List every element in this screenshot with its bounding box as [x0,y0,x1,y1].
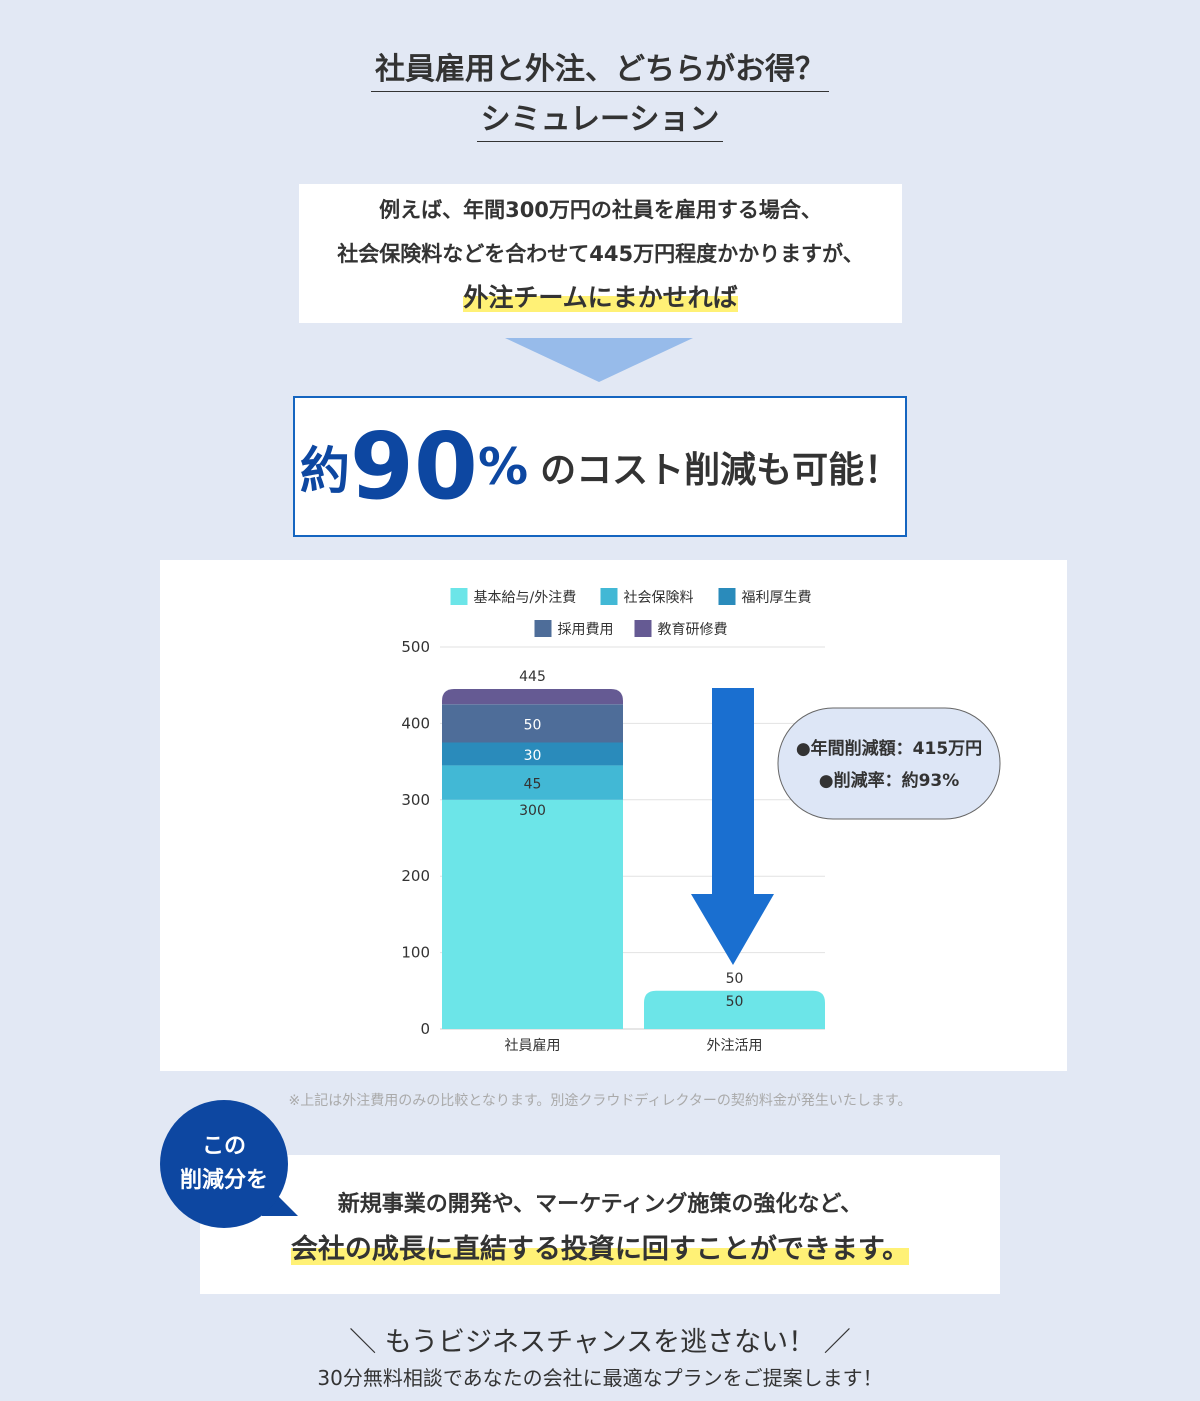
page-title: 社員雇用と外注、どちらがお得？ [0,44,1200,92]
callout-line: ●削減率：約93% [819,770,960,791]
x-tick-label: 外注活用 [707,1038,763,1054]
y-tick-label: 200 [401,867,430,885]
total-label: 445 [519,669,546,685]
badge-line: この [201,1134,246,1159]
result-number: 90 [349,412,478,520]
intro-highlight: 外注チームにまかせれば [463,283,738,312]
result-prefix: 約 [299,441,350,500]
bar-segment [442,704,623,743]
data-label: 50 [726,994,744,1010]
bar-segment [442,799,623,1029]
legend-swatch [718,588,736,605]
y-tick-label: 500 [401,638,430,656]
message-box: 新規事業の開発や、マーケティング施策の強化など、 会社の成長に直結する投資に回す… [200,1155,1000,1294]
intro-box: 例えば、年間300万円の社員を雇用する場合、 社会保険料などを合わせて445万円… [299,184,902,323]
legend-label: 社会保険料 [624,590,694,606]
y-tick-label: 0 [420,1020,430,1038]
total-label: 50 [726,971,744,987]
cta-headline: ＼ もうビジネスチャンスを逃さない！ ／ [349,1327,851,1358]
footnote: ※上記は外注費用のみの比較となります。別途クラウドディレクターの契約料金が発生い… [288,1093,912,1109]
down-triangle-icon [505,338,693,382]
legend-label: 採用費用 [558,622,614,638]
legend-label: 福利厚生費 [742,590,812,606]
message-line: 新規事業の開発や、マーケティング施策の強化など、 [337,1192,863,1217]
legend-label: 基本給与/外注費 [474,589,577,606]
legend-swatch [450,588,468,605]
legend-swatch [534,620,552,637]
legend-swatch [600,588,618,605]
cta-subtext: 30分無料相談であなたの会社に最適なプランをご提案します！ [317,1366,883,1390]
data-label: 30 [524,748,542,764]
callout-bubble [777,707,1001,820]
callout-line: ●年間削減額：415万円 [796,738,982,759]
down-arrow-icon [691,688,774,965]
data-label: 50 [524,717,542,733]
message-highlight: 会社の成長に直結する投資に回すことができます。 [290,1234,910,1265]
bar-segment [442,742,623,766]
result-suffix: のコスト削減も可能！ [540,449,901,491]
intro-line: 社会保険料などを合わせて445万円程度かかりますが、 [337,242,864,266]
badge: この 削減分を [160,1100,288,1228]
chart-panel: 基本給与/外注費 社会保険料 福利厚生費採用費用 教育研修費 0 100 200 300 400… [160,560,1067,1071]
data-label: 300 [519,803,546,819]
data-label: 45 [524,777,542,793]
page-subtitle: シミュレーション [0,94,1200,142]
y-tick-label: 100 [401,944,430,962]
legend-swatch [634,620,652,637]
legend-label: 教育研修費 [658,622,728,638]
intro-line: 例えば、年間300万円の社員を雇用する場合、 [379,198,822,222]
y-tick-label: 400 [401,714,430,732]
bar-segment [442,765,623,800]
x-tick-label: 社員雇用 [505,1037,561,1054]
bar-segment [442,689,623,705]
y-tick-label: 300 [401,791,430,809]
result-unit: % [477,437,529,496]
badge-line: 削減分を [179,1168,268,1193]
result-box: 約 90 % のコスト削減も可能！ [293,396,907,537]
bar-segment [644,990,825,1029]
